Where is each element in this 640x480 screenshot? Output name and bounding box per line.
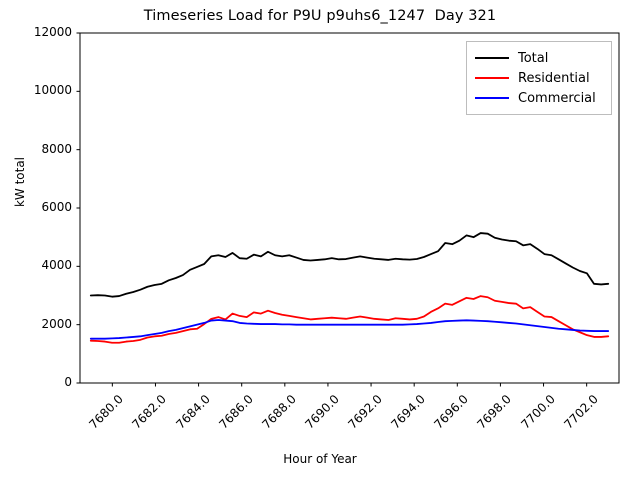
x-axis-label: Hour of Year — [283, 452, 357, 466]
series-line-residential — [89, 295, 610, 344]
y-tick-label: 2000 — [41, 316, 72, 331]
data-series-lines — [89, 232, 610, 344]
y-tick-label: 4000 — [41, 258, 72, 273]
legend-color-swatch — [475, 57, 509, 59]
legend-label: Residential — [518, 70, 590, 86]
legend-label: Commercial — [518, 90, 596, 106]
series-line-total — [89, 232, 610, 298]
chart-legend: Total Residential Commercial — [466, 41, 612, 115]
y-tick-label: 0 — [64, 375, 72, 389]
y-tick-label: 10000 — [33, 83, 72, 98]
legend-color-swatch — [475, 77, 509, 79]
chart-title: Timeseries Load for P9U p9uhs6_1247 Day … — [143, 8, 497, 24]
y-tick-label: 6000 — [41, 200, 72, 214]
legend-item-residential[interactable]: Residential — [475, 68, 603, 88]
axis-ticks — [76, 32, 588, 387]
y-tick-label: 12000 — [33, 25, 72, 39]
y-tick-label: 8000 — [41, 141, 72, 156]
series-line-commercial — [89, 319, 610, 340]
legend-item-commercial[interactable]: Commercial — [475, 88, 603, 108]
legend-label: Total — [518, 50, 549, 66]
legend-color-swatch — [475, 97, 509, 99]
legend-item-total[interactable]: Total — [475, 48, 603, 68]
